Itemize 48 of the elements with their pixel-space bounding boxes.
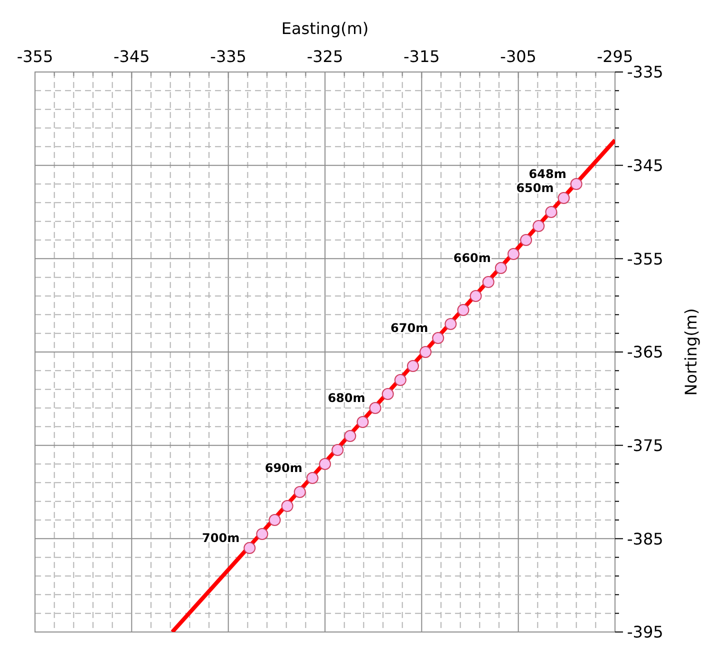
point — [394, 374, 406, 386]
point — [520, 234, 532, 246]
point — [406, 360, 419, 372]
point — [482, 276, 494, 288]
annotation: 648m — [528, 167, 566, 181]
y-tick-label: -385 — [627, 529, 664, 548]
point — [319, 458, 331, 470]
point — [344, 430, 356, 442]
point — [306, 472, 318, 484]
x-tick-label: -325 — [306, 47, 344, 66]
point — [256, 528, 268, 540]
point — [470, 290, 482, 302]
point — [508, 248, 520, 260]
y-tick-label: -345 — [627, 156, 664, 175]
point — [532, 220, 545, 232]
point — [420, 346, 432, 358]
point — [457, 304, 470, 316]
y-axis-title: Norting(m) — [682, 308, 701, 396]
point — [558, 192, 570, 204]
point — [281, 500, 294, 512]
point — [444, 318, 457, 330]
annotation: 650m — [516, 181, 554, 195]
x-tick-label: -355 — [16, 47, 54, 66]
point — [244, 542, 256, 554]
point — [294, 486, 306, 498]
x-tick-label: -305 — [500, 47, 536, 66]
point — [432, 332, 444, 344]
point — [268, 514, 281, 526]
x-tick-label: -345 — [114, 47, 150, 66]
annotation: 690m — [264, 461, 302, 475]
y-tick-label: -375 — [627, 436, 664, 455]
y-tick-label: -365 — [627, 342, 664, 362]
point — [545, 206, 558, 218]
point — [382, 388, 394, 400]
point — [570, 178, 582, 190]
point — [494, 262, 507, 274]
annotation: 680m — [328, 391, 366, 405]
y-tick-label: -395 — [627, 622, 664, 642]
annotation: 670m — [390, 321, 428, 335]
point — [356, 416, 369, 428]
x-tick-label: -315 — [404, 47, 440, 66]
annotation: 700m — [202, 531, 240, 545]
annotation: 660m — [453, 251, 491, 265]
point — [369, 402, 382, 414]
x-tick-label: -335 — [210, 47, 246, 66]
y-tick-label: -355 — [627, 249, 664, 268]
x-axis-title: Easting(m) — [281, 19, 369, 38]
point — [332, 444, 344, 456]
